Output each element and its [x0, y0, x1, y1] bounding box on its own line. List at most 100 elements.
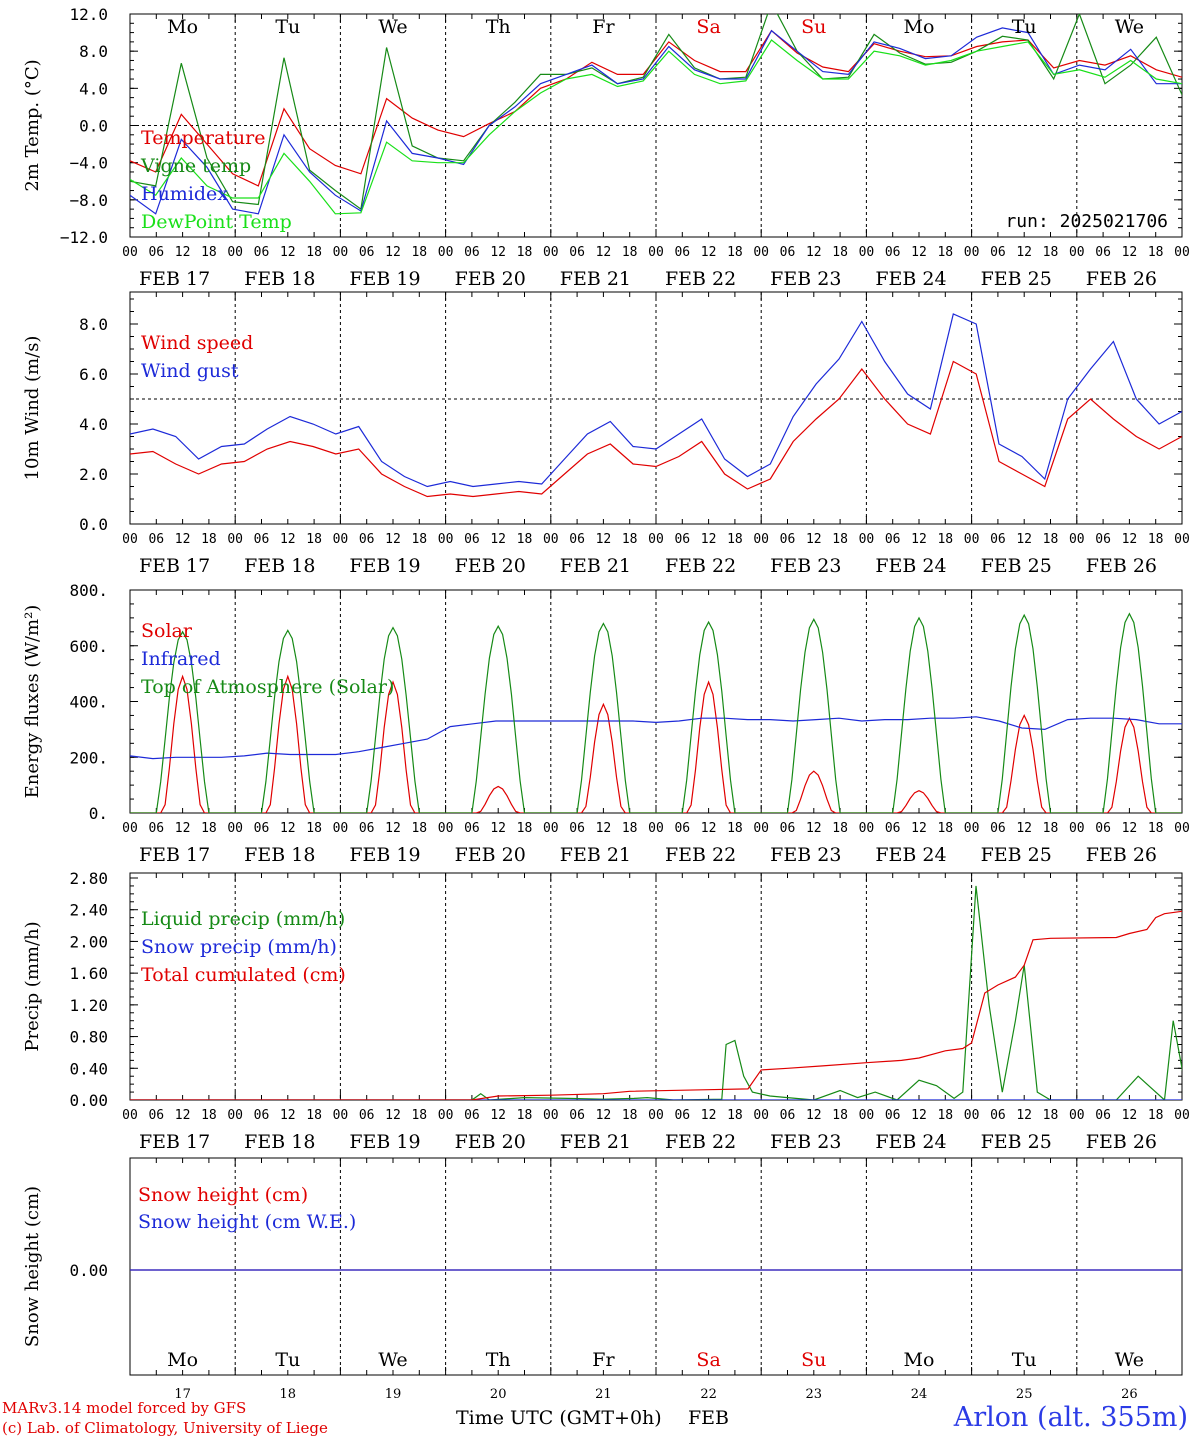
hour-label: 18: [1043, 245, 1059, 260]
hour-label: 12: [175, 821, 191, 836]
model-credit: MARv3.14 model forced by GFS: [2, 1399, 247, 1417]
hour-label: 00: [543, 245, 559, 260]
hour-label: 00: [333, 245, 349, 260]
station-name: Arlon (alt. 355m): [953, 1402, 1188, 1433]
hour-label: 12: [596, 1108, 612, 1123]
hour-label: 06: [1095, 532, 1111, 547]
hour-label: 12: [280, 532, 296, 547]
weekday-label: We: [1115, 1349, 1144, 1371]
hour-label: 12: [1122, 821, 1138, 836]
weekday-label: Mo: [904, 1349, 935, 1371]
y-tick-label: 0.: [89, 804, 108, 823]
date-label: FEB 26: [1086, 844, 1157, 866]
hour-label: 12: [1016, 821, 1032, 836]
hour-label: 12: [280, 821, 296, 836]
y-axis-label: Precip (mm/h): [22, 921, 43, 1051]
series-line-vigne-temp: [130, 14, 1182, 211]
date-label: FEB 22: [665, 1131, 736, 1153]
series-line-dewpoint-temp: [130, 39, 1182, 215]
hour-label: 00: [1174, 532, 1190, 547]
date-label: FEB 19: [349, 1131, 420, 1153]
hour-label: 18: [411, 821, 427, 836]
hour-label: 12: [701, 1108, 717, 1123]
y-tick-label: 0.40: [69, 1059, 108, 1078]
date-label: FEB 25: [981, 1131, 1052, 1153]
date-label: FEB 21: [560, 555, 631, 577]
hour-label: 06: [674, 532, 690, 547]
series-group: [130, 885, 1182, 1100]
series-line-temperature: [130, 29, 1182, 187]
hour-label: 06: [254, 245, 270, 260]
hour-label: 06: [359, 821, 375, 836]
hour-label: 18: [201, 245, 217, 260]
y-tick-label: 2.0: [79, 465, 108, 484]
hour-label: 06: [254, 1108, 270, 1123]
hour-label: 12: [596, 245, 612, 260]
y-tick-label: 4.0: [79, 79, 108, 98]
hour-label: 18: [1148, 532, 1164, 547]
hour-label: 06: [148, 1108, 164, 1123]
hour-label: 06: [885, 821, 901, 836]
weekday-label: Th: [486, 1349, 511, 1371]
date-label: FEB 18: [244, 844, 315, 866]
hour-label: 06: [885, 245, 901, 260]
hour-label: 18: [1043, 821, 1059, 836]
hour-label: 18: [517, 821, 533, 836]
hour-label: 18: [411, 532, 427, 547]
hour-label: 12: [175, 245, 191, 260]
hour-label: 18: [306, 821, 322, 836]
y-tick-label: 200.: [69, 748, 108, 767]
day-number: 18: [280, 1387, 297, 1402]
hour-label: 00: [333, 821, 349, 836]
series-line-wind-gust: [130, 313, 1182, 488]
hour-label: 00: [1069, 1108, 1085, 1123]
hour-label: 12: [596, 532, 612, 547]
hour-label: 06: [359, 1108, 375, 1123]
hour-label: 00: [227, 245, 243, 260]
hour-label: 06: [464, 1108, 480, 1123]
date-label: FEB 24: [875, 844, 946, 866]
date-label: FEB 19: [349, 555, 420, 577]
hour-label: 00: [438, 245, 454, 260]
hour-label: 12: [1122, 1108, 1138, 1123]
hour-label: 06: [148, 245, 164, 260]
day-number: 25: [1016, 1387, 1033, 1402]
y-tick-label: 1.20: [69, 996, 108, 1015]
date-label: FEB 19: [349, 844, 420, 866]
series-line-humidex: [130, 27, 1182, 215]
date-label: FEB 25: [981, 268, 1052, 290]
hour-label: 00: [964, 1108, 980, 1123]
hour-label: 00: [227, 532, 243, 547]
hour-label: 18: [727, 245, 743, 260]
legend-entry: Vigne temp: [140, 155, 251, 177]
hour-label: 06: [885, 1108, 901, 1123]
hour-label: 00: [1069, 821, 1085, 836]
hour-label: 06: [780, 245, 796, 260]
y-tick-label: 2.40: [69, 901, 108, 920]
date-label: FEB 17: [139, 555, 210, 577]
hour-label: 00: [122, 821, 138, 836]
hour-label: 00: [227, 1108, 243, 1123]
y-axis-label: 10m Wind (m/s): [22, 336, 43, 481]
hour-label: 06: [990, 1108, 1006, 1123]
hour-label: 00: [648, 532, 664, 547]
hour-label: 12: [806, 1108, 822, 1123]
panel-wind: 8.0 6.0 4.0 2.0 0.0 10m Wind (m/s) Wind speed W…: [22, 291, 1190, 577]
weekday-label: Sa: [696, 16, 720, 38]
panel-frame: [129, 589, 1183, 814]
y-tick-label: 0.0: [79, 117, 108, 136]
hour-label: 18: [622, 1108, 638, 1123]
hour-label: 00: [859, 245, 875, 260]
day-number: 23: [806, 1387, 823, 1402]
weekday-label: Tu: [1012, 1349, 1037, 1371]
hour-label: 12: [385, 821, 401, 836]
hour-label: 12: [490, 821, 506, 836]
date-label: FEB 18: [244, 268, 315, 290]
series-line-wind-speed: [130, 360, 1182, 498]
y-tick-label: 6.0: [79, 365, 108, 384]
day-number: 21: [595, 1387, 612, 1402]
legend-entry: Humidex: [141, 183, 228, 205]
hour-label: 18: [306, 245, 322, 260]
hour-label: 18: [832, 1108, 848, 1123]
hour-label: 06: [359, 245, 375, 260]
